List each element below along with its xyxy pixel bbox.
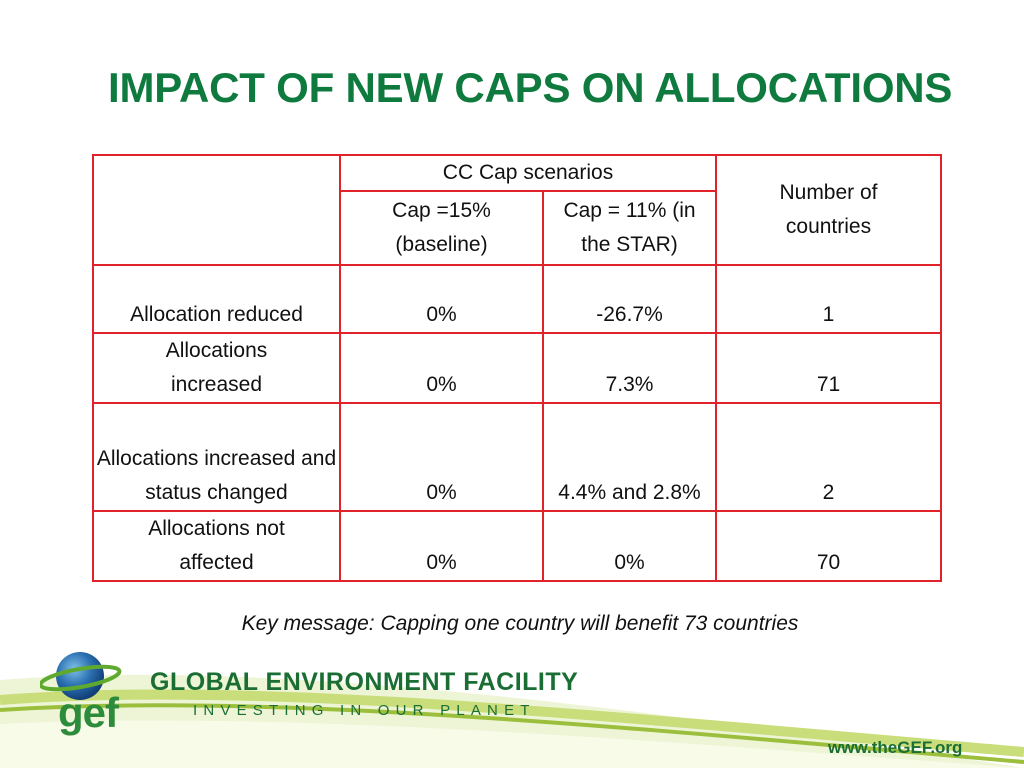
table-row: Allocations increased 0% 7.3% 71	[92, 332, 942, 404]
row-label: Allocations increased and status changed	[92, 402, 341, 512]
table-row: Allocations increased and status changed…	[92, 402, 942, 512]
swoosh-line	[0, 703, 1024, 764]
country-count: 1	[715, 264, 942, 334]
org-name: GLOBAL ENVIRONMENT FACILITY	[150, 668, 579, 696]
cap-11-header: Cap = 11% (in the STAR)	[542, 190, 717, 266]
cap-11-value: -26.7%	[542, 264, 717, 334]
country-count: 2	[715, 402, 942, 512]
row-label: Allocations increased	[92, 332, 341, 404]
footer-swoosh	[0, 674, 1024, 768]
country-count: 71	[715, 332, 942, 404]
cap-15-value: 0%	[339, 402, 544, 512]
table-row: Allocations not affected 0% 0% 70	[92, 510, 942, 582]
row-label: Allocation reduced	[92, 264, 341, 334]
data-table: CC Cap scenarios Number of countries Cap…	[92, 154, 942, 582]
swoosh-fill	[0, 720, 1024, 768]
cap-11-value: 4.4% and 2.8%	[542, 402, 717, 512]
cap-11-value: 0%	[542, 510, 717, 582]
table-header-row: CC Cap scenarios Number of countries	[92, 154, 942, 266]
cc-cap-scenarios-header: CC Cap scenarios	[339, 154, 717, 192]
org-tagline: INVESTING IN OUR PLANET	[193, 702, 536, 719]
table-row: Allocation reduced 0% -26.7% 1	[92, 264, 942, 334]
gef-globe-icon	[40, 652, 122, 700]
key-message: Key message: Capping one country will be…	[241, 612, 799, 635]
country-count: 70	[715, 510, 942, 582]
swoosh-band	[0, 689, 1024, 757]
number-of-countries-header: Number of countries	[715, 154, 942, 266]
row-label: Allocations not affected	[92, 510, 341, 582]
slide-title: IMPACT OF NEW CAPS ON ALLOCATIONS	[108, 64, 953, 111]
cap-15-value: 0%	[339, 264, 544, 334]
website-link[interactable]: www.theGEF.org	[828, 738, 963, 757]
cap-15-header: Cap =15% (baseline)	[339, 190, 544, 266]
header-empty-cell	[92, 154, 341, 266]
cap-15-value: 0%	[339, 332, 544, 404]
cap-15-value: 0%	[339, 510, 544, 582]
cap-11-value: 7.3%	[542, 332, 717, 404]
gef-logo-text: gef	[58, 689, 119, 736]
table-subheader-row: Cap =15% (baseline) Cap = 11% (in the ST…	[93, 190, 941, 266]
